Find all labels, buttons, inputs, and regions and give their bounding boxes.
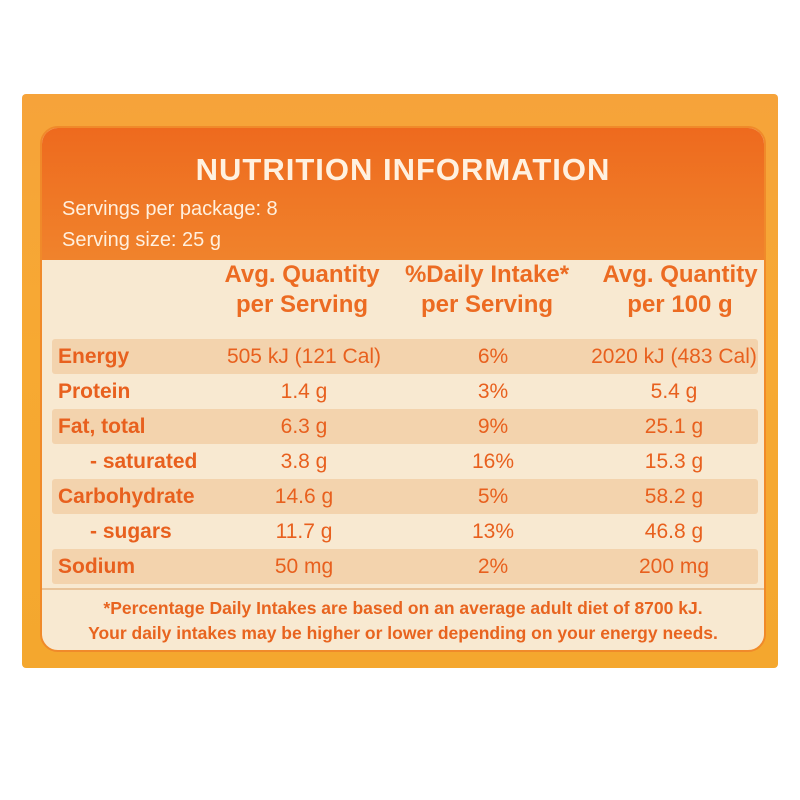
- per-100g-value: 200 mg: [638, 555, 710, 578]
- panel-header: NUTRITION INFORMATION Servings per packa…: [42, 128, 764, 260]
- per-100g-value: 58.2 g: [644, 485, 704, 508]
- per-100g-value: 2020 kJ (483 Cal): [591, 345, 757, 368]
- row-name: Protein: [58, 380, 131, 403]
- row-name: - saturated: [90, 450, 198, 473]
- daily-intake-value: 16%: [471, 450, 515, 473]
- nutrition-panel: NUTRITION INFORMATION Servings per packa…: [40, 126, 766, 652]
- table-row-sodium: Sodium 50 mg 2% 200 mg: [52, 549, 758, 584]
- table-row-fat-total: Fat, total 6.3 g 9% 25.1 g: [52, 409, 758, 444]
- table-row-sugars: - sugars 11.7 g 13% 46.8 g: [52, 514, 758, 549]
- table-row-carbohydrate: Carbohydrate 14.6 g 5% 58.2 g: [52, 479, 758, 514]
- daily-intake-value: 3%: [477, 380, 509, 403]
- row-name: - sugars: [90, 520, 172, 543]
- serving-size: Serving size: 25 g: [62, 229, 221, 251]
- daily-intake-value: 13%: [471, 520, 515, 543]
- per-serving-value: 6.3 g: [280, 415, 328, 438]
- per-100g-value: 15.3 g: [644, 450, 704, 473]
- footnote-divider: [42, 588, 764, 590]
- servings-per-package: Servings per package: 8: [62, 198, 278, 220]
- footnote: *Percentage Daily Intakes are based on a…: [42, 596, 764, 646]
- table-row-protein: Protein 1.4 g 3% 5.4 g: [52, 374, 758, 409]
- table-row-saturated: - saturated 3.8 g 16% 15.3 g: [52, 444, 758, 479]
- daily-intake-value: 9%: [477, 415, 509, 438]
- package-background: NUTRITION INFORMATION Servings per packa…: [22, 94, 778, 668]
- daily-intake-value: 5%: [477, 485, 509, 508]
- per-100g-value: 5.4 g: [650, 380, 698, 403]
- per-100g-value: 46.8 g: [644, 520, 704, 543]
- column-header-per-serving: Avg. Quantity per Serving: [224, 261, 380, 318]
- per-100g-value: 25.1 g: [644, 415, 704, 438]
- daily-intake-value: 2%: [477, 555, 509, 578]
- panel-title: NUTRITION INFORMATION: [195, 152, 611, 187]
- per-serving-value: 11.7 g: [275, 520, 333, 543]
- per-serving-value: 505 kJ (121 Cal): [226, 345, 382, 368]
- row-name: Energy: [58, 345, 130, 368]
- row-name: Fat, total: [58, 415, 146, 438]
- footnote-line-2: Your daily intakes may be higher or lowe…: [88, 623, 718, 643]
- footnote-line-1: *Percentage Daily Intakes are based on a…: [103, 598, 703, 618]
- column-header-per-100g: Avg. Quantity per 100 g: [602, 261, 758, 318]
- per-serving-value: 50 mg: [274, 555, 334, 578]
- nutrition-table: Energy 505 kJ (121 Cal) 6% 2020 kJ (483 …: [52, 339, 758, 584]
- per-serving-value: 1.4 g: [280, 380, 328, 403]
- per-serving-value: 14.6 g: [274, 485, 334, 508]
- table-row-energy: Energy 505 kJ (121 Cal) 6% 2020 kJ (483 …: [52, 339, 758, 374]
- row-name: Carbohydrate: [58, 485, 195, 508]
- row-name: Sodium: [58, 555, 135, 578]
- column-header-daily-intake: %Daily Intake* per Serving: [404, 261, 570, 318]
- per-serving-value: 3.8 g: [280, 450, 328, 473]
- daily-intake-value: 6%: [477, 345, 509, 368]
